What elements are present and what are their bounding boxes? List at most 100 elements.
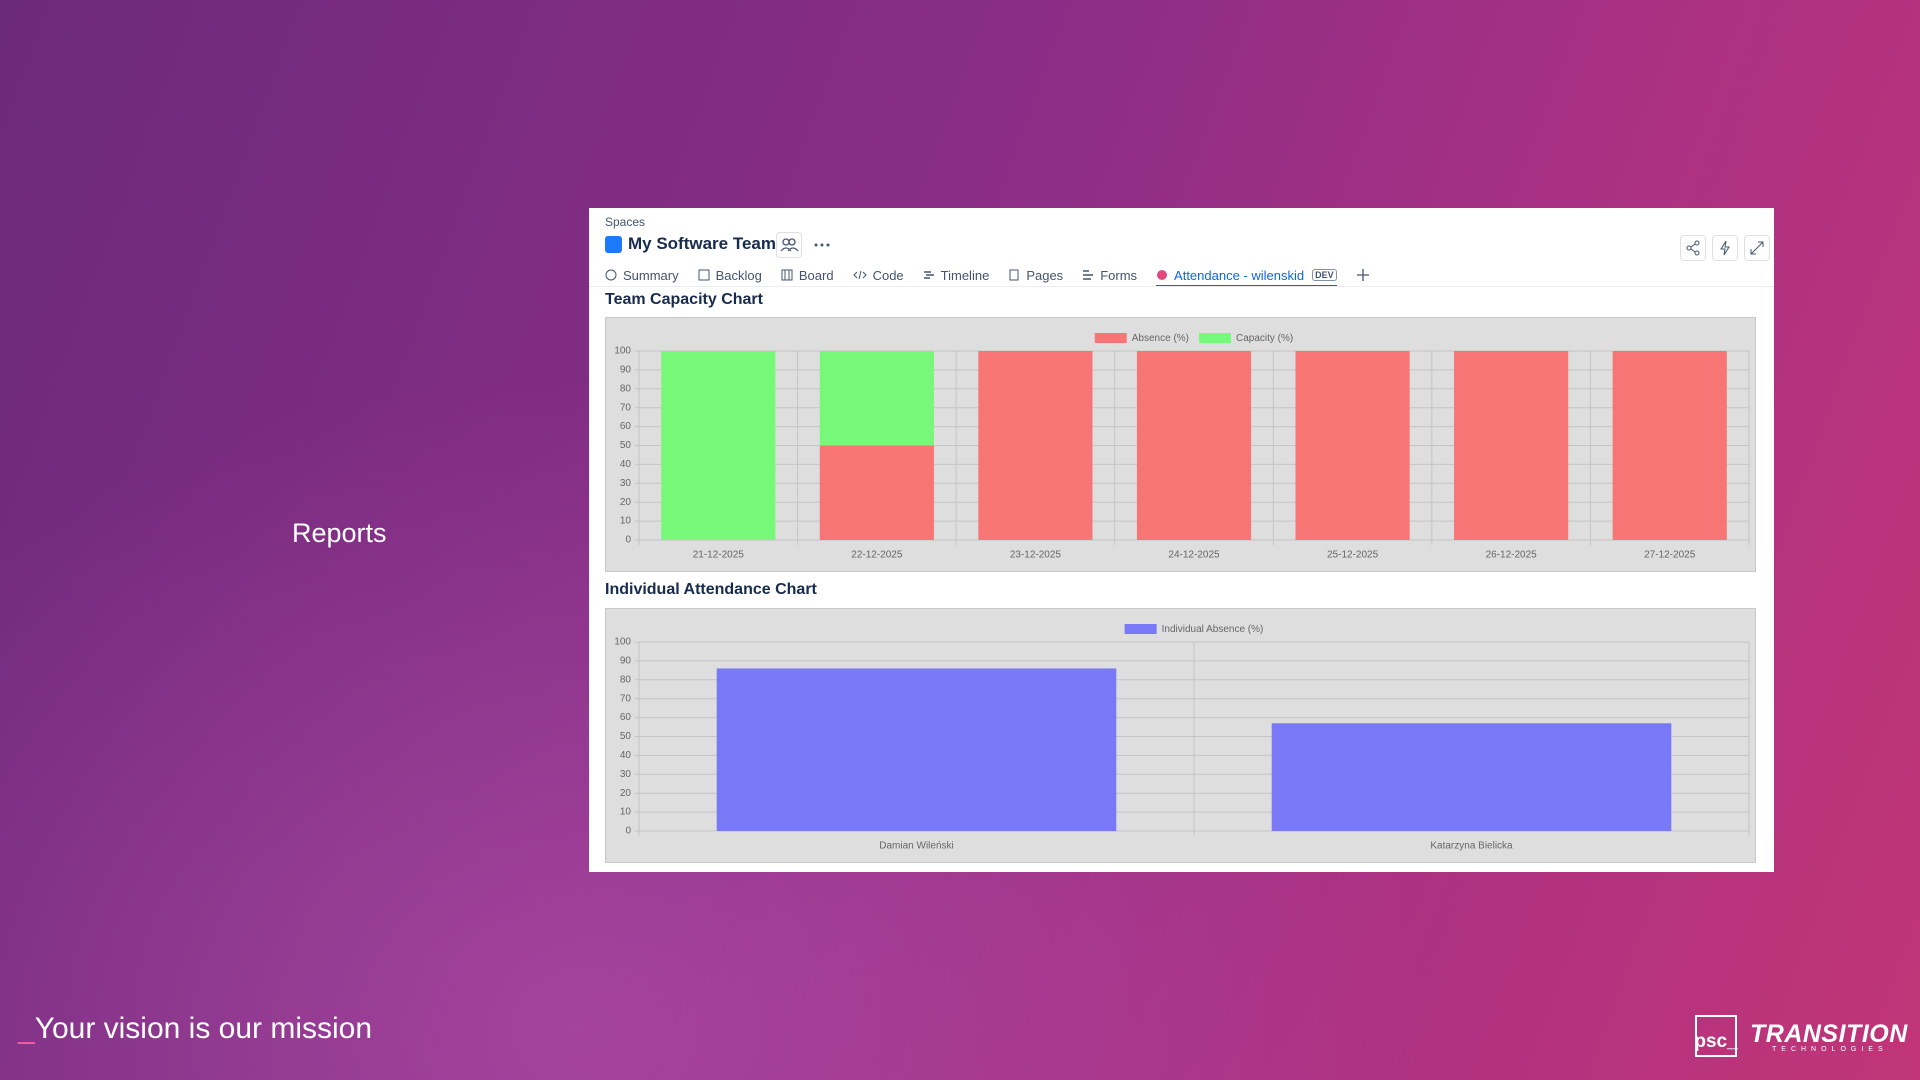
x-tick-label: 24-12-2025 [1168, 550, 1220, 561]
legend: Absence (%) Capacity (%) [1094, 333, 1293, 344]
bar [1454, 351, 1569, 540]
chart-box: 0 10 20 30 40 50 60 70 80 90 100 Damian Wileński Kat… [605, 608, 1756, 863]
bar [819, 445, 934, 540]
logo: psc_ [1694, 1015, 1738, 1057]
bar [1271, 723, 1672, 831]
slide-heading: Reports [292, 518, 387, 548]
bar [1612, 351, 1727, 540]
y-tick-label: 100 [614, 637, 631, 648]
tab-label: Timeline [940, 267, 990, 283]
y-tick-label: 90 [620, 365, 632, 376]
bar [819, 351, 934, 446]
y-tick-label: 60 [620, 421, 632, 432]
tab-label: Backlog [715, 267, 762, 283]
tab[interactable]: Pages [1008, 264, 1063, 286]
divider [589, 286, 1774, 287]
tab-icon [1157, 270, 1168, 280]
y-tick-label: 30 [620, 478, 632, 489]
tab-icon [605, 269, 617, 281]
y-tick-label: 90 [620, 656, 632, 667]
tab-label: Forms [1100, 267, 1138, 283]
y-tick-label: 20 [620, 788, 632, 799]
bar [661, 351, 776, 540]
bar [1295, 351, 1410, 540]
y-tick-label: 70 [620, 693, 632, 704]
tab-icon [852, 270, 867, 280]
legend-swatch [1124, 624, 1157, 634]
y-tick-label: 30 [620, 769, 632, 780]
y-tick-label: 50 [620, 731, 632, 742]
tab-label: Attendance - wilenskid [1174, 267, 1305, 283]
y-tick-label: 0 [625, 826, 631, 837]
brand-sub: TECHNOLOGIES [1772, 1046, 1888, 1053]
tab-icon [698, 269, 710, 281]
legend-label: Individual Absence (%) [1162, 624, 1264, 635]
legend: Individual Absence (%) [1124, 624, 1264, 635]
bolt-icon [1720, 240, 1730, 256]
bar [1136, 351, 1252, 540]
x-tick-label: Katarzyna Bielicka [1430, 841, 1513, 852]
tab[interactable]: Summary [605, 264, 679, 286]
tab-icon [923, 271, 934, 279]
tab-icon [1083, 270, 1094, 280]
x-tick-label: Damian Wileński [879, 841, 953, 852]
space-title: My Software Team [628, 234, 777, 253]
y-tick-label: 80 [620, 674, 632, 685]
y-tick-label: 0 [625, 535, 631, 546]
legend-label: Absence (%) [1132, 333, 1189, 344]
y-tick-label: 40 [620, 750, 632, 761]
expand-button[interactable] [1744, 235, 1770, 261]
brand: TRANSITION [1750, 1020, 1908, 1048]
tab-active[interactable]: Attendance - wilenskid DEV [1156, 263, 1337, 287]
chart: 0 10 20 30 40 50 60 70 80 90 100 21-12-2025 22-12-20… [614, 333, 1750, 561]
legend-label: Capacity (%) [1236, 333, 1293, 344]
bar [716, 668, 1117, 831]
legend-swatch [1199, 333, 1231, 343]
x-tick-label: 27-12-2025 [1644, 550, 1696, 561]
y-tick-label: 10 [620, 807, 632, 818]
tab-bar: Summary Backlog Board Code Timeline Page… [605, 263, 1370, 287]
people-button[interactable] [776, 232, 802, 258]
y-tick-label: 20 [620, 497, 632, 508]
dev-badge: DEV [1312, 269, 1337, 281]
x-tick-label: 23-12-2025 [1010, 550, 1062, 561]
x-tick-label: 21-12-2025 [693, 550, 745, 561]
x-tick-label: 25-12-2025 [1327, 550, 1379, 561]
y-tick-label: 60 [620, 712, 632, 723]
expand-icon [1750, 241, 1764, 255]
y-tick-label: 70 [620, 402, 632, 413]
y-tick-label: 80 [620, 383, 632, 394]
x-tick-label: 22-12-2025 [851, 550, 903, 561]
add-tab-button[interactable] [1356, 268, 1370, 282]
y-tick-label: 50 [620, 440, 632, 451]
tab-label: Summary [623, 267, 679, 283]
tagline: _Your vision is our mission [18, 1012, 372, 1046]
y-tick-label: 10 [620, 516, 632, 527]
tab-icon [1009, 269, 1019, 281]
tab[interactable]: Forms [1082, 264, 1137, 286]
x-tick-label: 26-12-2025 [1486, 550, 1538, 561]
chart-box: 0 10 20 30 40 50 60 70 80 90 100 21-12-2025 22-12-20… [605, 317, 1756, 572]
breadcrumb[interactable]: Spaces [605, 215, 646, 229]
legend-swatch [1094, 333, 1127, 343]
bar [978, 351, 1093, 540]
automation-button[interactable] [1712, 235, 1738, 261]
tab[interactable]: Code [852, 264, 904, 286]
y-tick-label: 40 [620, 459, 632, 470]
tagline-mark: _ [18, 1012, 35, 1045]
tab[interactable]: Timeline [923, 264, 990, 286]
tab[interactable]: Backlog [698, 264, 762, 286]
tab-label: Code [872, 267, 904, 283]
share-icon [1686, 240, 1700, 256]
chart-title: Individual Attendance Chart [605, 581, 817, 598]
more-button[interactable] [813, 238, 831, 252]
tab-label: Pages [1026, 267, 1064, 283]
share-button[interactable] [1680, 235, 1706, 261]
tab[interactable]: Board [781, 264, 834, 286]
chart: 0 10 20 30 40 50 60 70 80 90 100 Damian Wileński Kat… [614, 624, 1750, 852]
chart-title: Team Capacity Chart [605, 291, 763, 308]
y-tick-label: 100 [614, 346, 631, 357]
space-icon [605, 236, 622, 253]
tab-icon [781, 269, 793, 281]
